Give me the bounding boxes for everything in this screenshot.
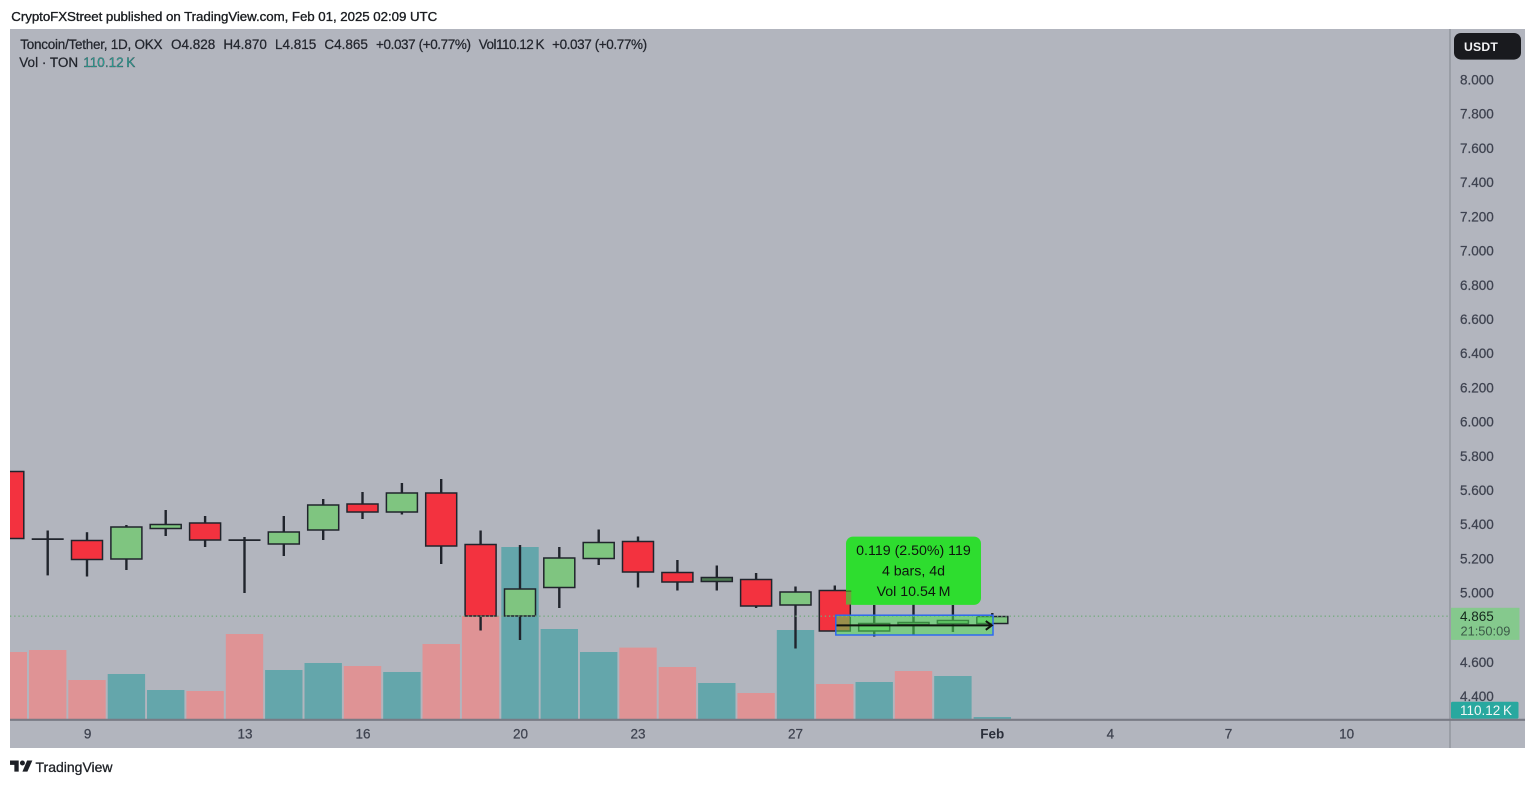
svg-text:Vol 10.54 M: Vol 10.54 M [877, 584, 951, 600]
svg-text:7.600: 7.600 [1460, 141, 1494, 156]
svg-text:4.865: 4.865 [1460, 609, 1494, 624]
svg-text:9: 9 [84, 726, 92, 741]
svg-text:Feb: Feb [980, 726, 1004, 741]
svg-text:7.200: 7.200 [1460, 209, 1494, 224]
svg-text:10: 10 [1339, 726, 1354, 741]
svg-text:5.000: 5.000 [1460, 586, 1494, 601]
svg-text:4.400: 4.400 [1460, 689, 1494, 704]
svg-text:5.600: 5.600 [1460, 483, 1494, 498]
svg-text:5.800: 5.800 [1460, 449, 1494, 464]
svg-text:6.800: 6.800 [1460, 278, 1494, 293]
svg-text:7.000: 7.000 [1460, 244, 1494, 259]
svg-text:4: 4 [1107, 726, 1115, 741]
svg-text:8.000: 8.000 [1460, 73, 1494, 88]
svg-text:21:50:09: 21:50:09 [1461, 623, 1511, 638]
svg-text:13: 13 [237, 726, 252, 741]
svg-text:4 bars, 4d: 4 bars, 4d [882, 563, 945, 579]
svg-text:20: 20 [513, 726, 528, 741]
svg-text:6.600: 6.600 [1460, 312, 1494, 327]
svg-text:7.400: 7.400 [1460, 175, 1494, 190]
svg-text:27: 27 [788, 726, 803, 741]
svg-text:16: 16 [355, 726, 370, 741]
svg-text:23: 23 [630, 726, 645, 741]
svg-text:4.600: 4.600 [1460, 655, 1494, 670]
svg-text:USDT: USDT [1464, 40, 1498, 54]
svg-text:6.200: 6.200 [1460, 380, 1494, 395]
svg-text:0.119 (2.50%) 119: 0.119 (2.50%) 119 [856, 543, 971, 559]
svg-text:7.800: 7.800 [1460, 107, 1494, 122]
svg-text:110.12 K: 110.12 K [1460, 703, 1512, 718]
svg-text:5.400: 5.400 [1460, 517, 1494, 532]
svg-text:6.000: 6.000 [1460, 415, 1494, 430]
svg-text:6.400: 6.400 [1460, 346, 1494, 361]
svg-text:5.200: 5.200 [1460, 551, 1494, 566]
svg-text:7: 7 [1225, 726, 1233, 741]
